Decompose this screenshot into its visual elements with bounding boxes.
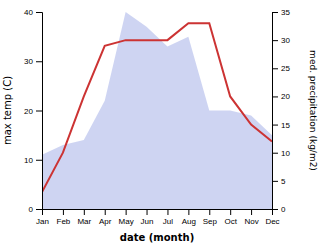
tick-mark [272,96,278,97]
tick-label: 5 [281,177,286,186]
tick: 30 [272,36,290,45]
tick-label: 10 [281,149,290,158]
tick: Aug [182,209,196,226]
y-axis-title: max temp (C) [2,76,13,145]
tick-label: Nov [244,217,258,226]
tick: Oct [224,209,237,226]
area [42,12,272,209]
tick: Jun [141,209,154,226]
tick: 0 [272,205,286,214]
tick: Dec [265,209,279,226]
tick-label: Feb [57,217,71,226]
tick-mark [147,209,148,215]
tick: 15 [272,121,290,130]
tick-label: 10 [24,156,33,165]
tick: May [119,209,134,226]
tick-label: 40 [24,8,33,17]
tick: Mar [77,209,91,226]
tick-label: 25 [281,64,290,73]
tick-mark [209,209,210,215]
tick-label: Dec [265,217,279,226]
tick: Apr [99,209,112,226]
tick-mark [167,209,168,215]
tick-mark [272,12,278,13]
axis-line [273,13,279,210]
tick-mark [36,12,42,13]
tick: 30 [24,57,42,66]
tick-label: 15 [281,121,290,130]
tick-mark [63,209,64,215]
y2-axis: 0 5 10 15 20 25 30 35 [272,8,290,214]
tick-label: Jun [141,217,154,226]
tick-mark [230,209,231,215]
y2-axis-title: med. precipitation (kg/m2) [308,50,318,171]
tick-mark [36,61,42,62]
tick-label: 20 [24,107,33,116]
y-axis: 0 10 20 30 40 [24,8,42,214]
tick-mark [126,209,127,215]
tick: 20 [272,92,290,101]
tick-mark [36,111,42,112]
tick-label: 0 [29,205,34,214]
tick-mark [272,209,278,210]
axis-line [36,13,43,210]
tick-label: 30 [281,36,290,45]
tick: 10 [24,156,42,165]
tick-mark [36,209,42,210]
tick: 0 [29,205,42,214]
tick-mark [272,40,278,41]
tick-label: 0 [281,205,286,214]
marks [42,12,272,209]
tick-label: Jul [163,217,173,226]
tick: 5 [272,177,286,186]
tick-label: Apr [99,217,112,226]
line [42,23,272,192]
tick-mark [36,160,42,161]
plot: JanFebMarAprMayJunJulAugSepOctNovDec0102… [24,8,290,226]
tick-mark [251,209,252,215]
tick-label: Sep [203,217,218,226]
tick-mark [105,209,106,215]
tick-label: May [119,217,134,226]
tick-mark [84,209,85,215]
tick-mark [272,68,278,69]
tick: 40 [24,8,42,17]
tick: Nov [244,209,258,226]
x-axis-title: date (month) [120,232,194,243]
tick-label: Oct [224,217,237,226]
chart: JanFebMarAprMayJunJulAugSepOctNovDec0102… [0,0,318,247]
tick-label: 30 [24,57,33,66]
tick-mark [272,153,278,154]
tick-mark [272,181,278,182]
tick-label: 35 [281,8,290,17]
tick: Jan [36,209,49,226]
tick: 10 [272,149,290,158]
tick: Sep [203,209,218,226]
axis-line [43,210,273,216]
tick-label: Jan [36,217,49,226]
tick-mark [272,125,278,126]
tick: 25 [272,64,290,73]
tick: 20 [24,107,42,116]
x-axis: Jan Feb Mar Apr May Jun Jul Aug Sep Oct Nov Dec [36,209,280,226]
tick: 35 [272,8,290,17]
tick-label: Mar [77,217,91,226]
tick: Feb [57,209,71,226]
tick-label: 20 [281,92,290,101]
tick-label: Aug [182,217,196,226]
tick-mark [188,209,189,215]
tick: Jul [163,209,173,226]
